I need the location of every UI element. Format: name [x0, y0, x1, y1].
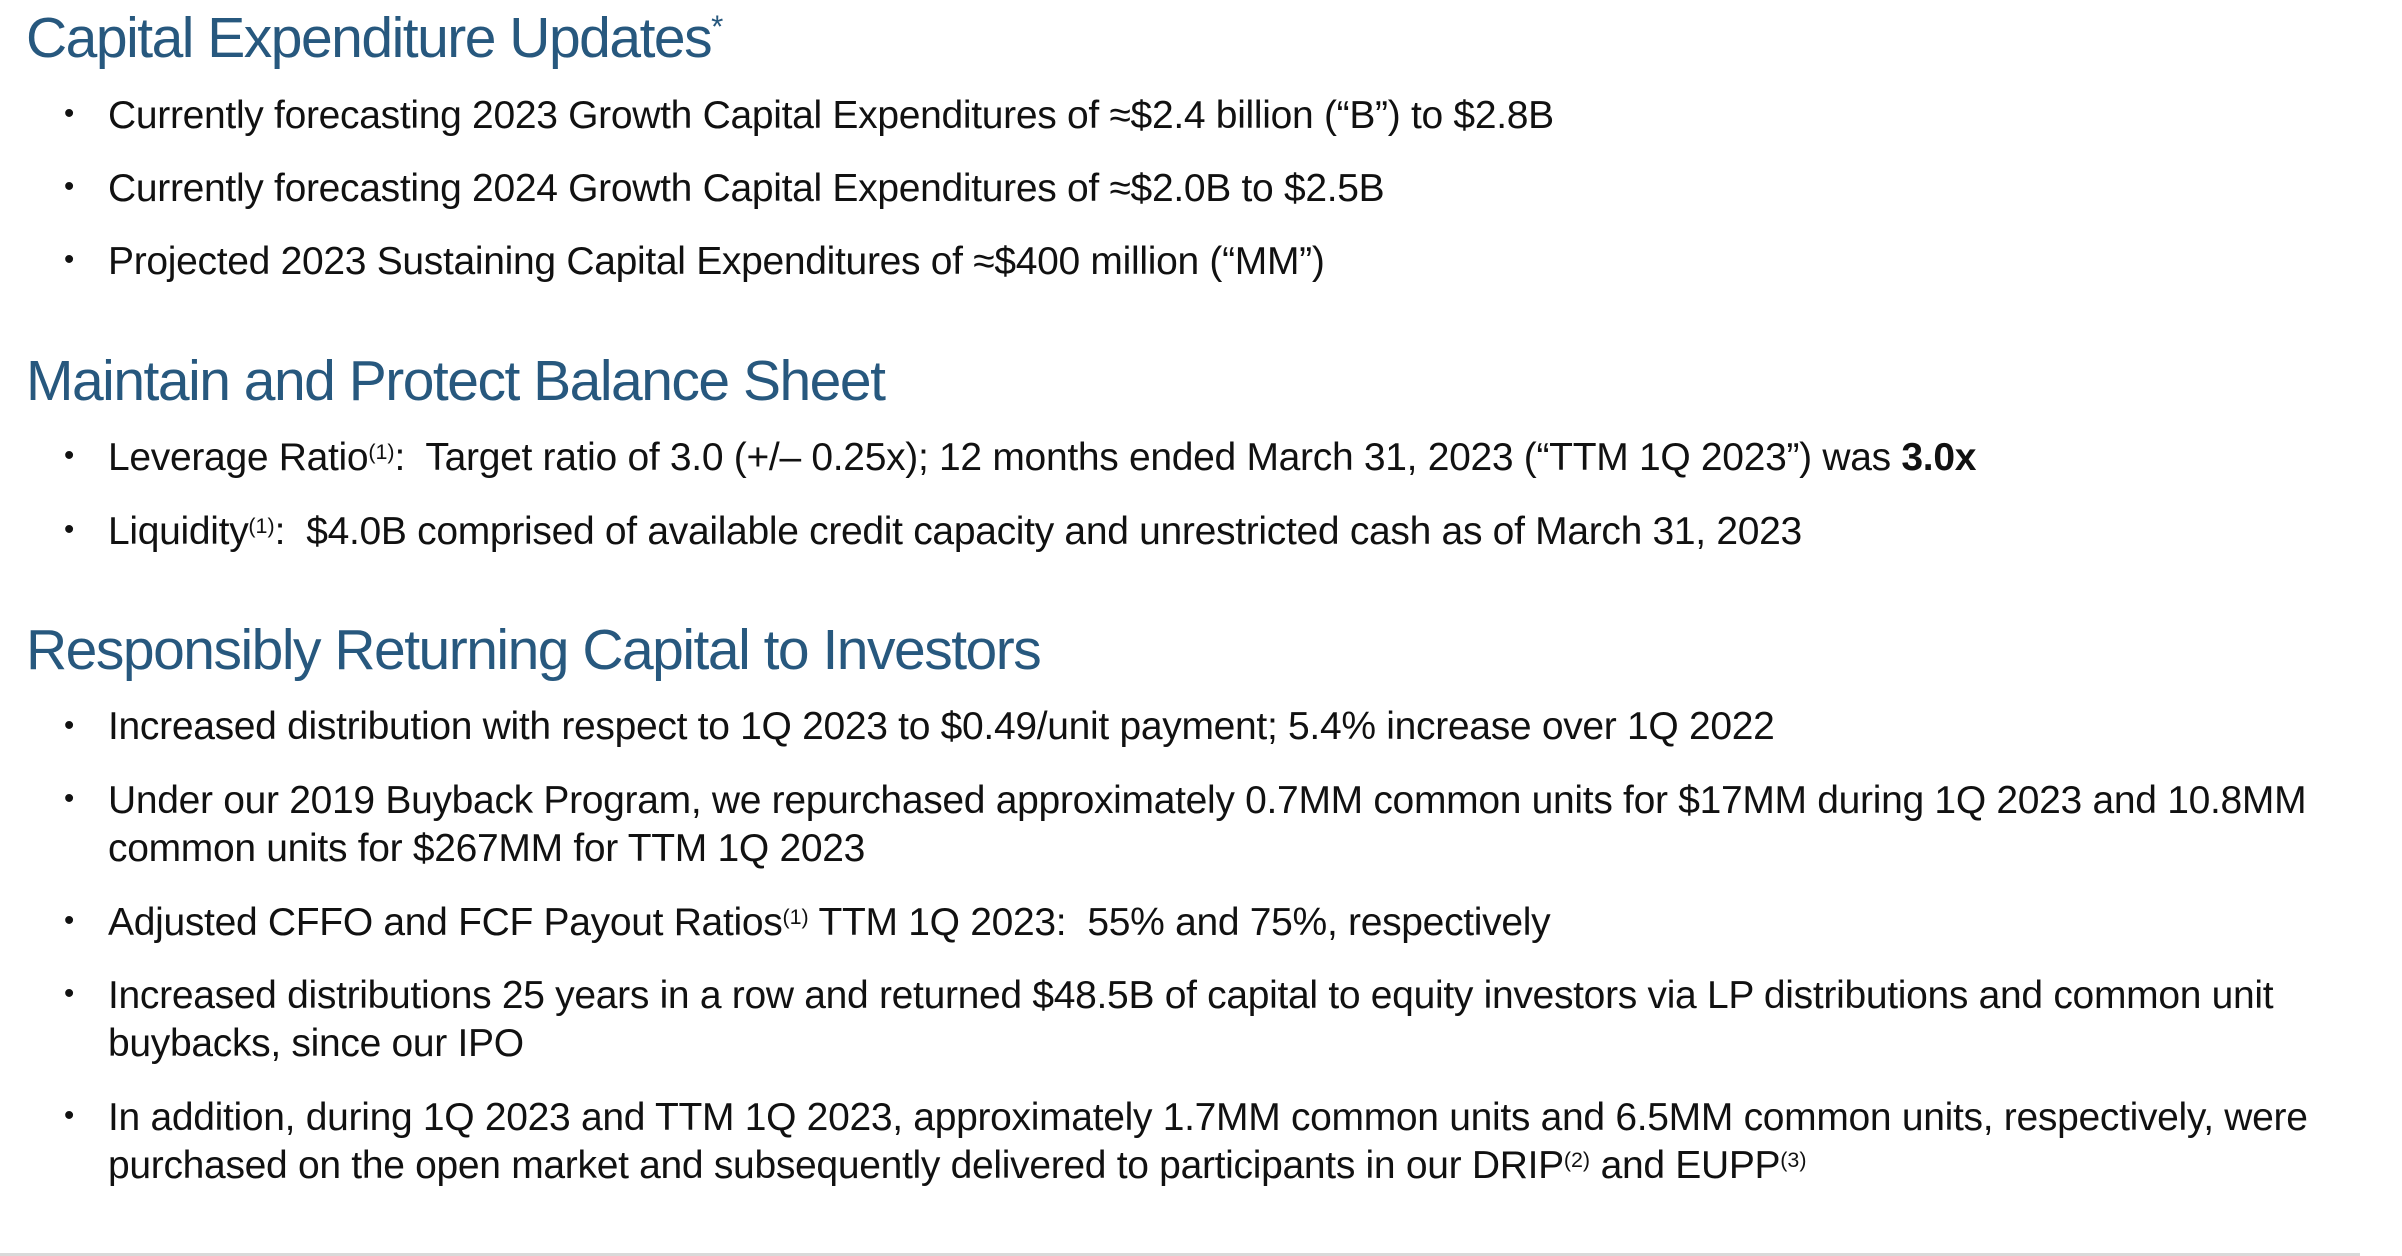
bullet-item-buyback-program: Under our 2019 Buyback Program, we repur… — [58, 777, 2390, 874]
bullet-text: Increased distributions 25 years in a ro… — [108, 973, 2284, 1066]
section-returning-capital: Responsibly Returning Capital to Investo… — [26, 618, 2390, 1190]
bullet-text: : Target ratio of 3.0 (+/– 0.25x); 12 mo… — [394, 436, 1902, 480]
bullet-text: and EUPP — [1590, 1143, 1781, 1187]
section-heading-text: Maintain and Protect Balance Sheet — [26, 348, 886, 413]
section-heading: Capital Expenditure Updates* — [26, 6, 2390, 72]
footnote-marker-3: (3) — [1780, 1147, 1807, 1172]
bullet-item-liquidity: Liquidity(1): $4.0B comprised of availab… — [58, 508, 2390, 556]
bullet-item-capex-2024-growth: Currently forecasting 2024 Growth Capita… — [58, 165, 2390, 213]
bullet-text: TTM 1Q 2023: 55% and 75%, respectively — [808, 900, 1551, 944]
section-balance-sheet: Maintain and Protect Balance Sheet Lever… — [26, 349, 2390, 556]
section-heading-text: Capital Expenditure Updates — [26, 6, 713, 70]
bullet-list: Currently forecasting 2023 Growth Capita… — [26, 92, 2390, 287]
bullet-text: Liquidity — [108, 509, 249, 553]
section-heading-text: Responsibly Returning Capital to Investo… — [26, 617, 1042, 682]
bullet-item-leverage-ratio: Leverage Ratio(1): Target ratio of 3.0 (… — [58, 434, 2390, 482]
bullet-item-increased-distribution: Increased distribution with respect to 1… — [58, 703, 2390, 751]
section-heading: Maintain and Protect Balance Sheet — [26, 349, 2390, 415]
footnote-marker-1: (1) — [782, 904, 809, 929]
bullet-list: Increased distribution with respect to 1… — [26, 703, 2390, 1190]
bullet-item-capex-2023-growth: Currently forecasting 2023 Growth Capita… — [58, 92, 2390, 140]
bullet-text: Currently forecasting 2024 Growth Capita… — [108, 166, 1385, 210]
footnote-marker-1: (1) — [248, 513, 275, 538]
footnote-marker-2: (2) — [1563, 1147, 1591, 1172]
bullet-item-capex-2023-sustaining: Projected 2023 Sustaining Capital Expend… — [58, 238, 2390, 286]
bullet-item-distributions-25-years: Increased distributions 25 years in a ro… — [58, 972, 2390, 1069]
bottom-divider — [0, 1253, 2360, 1256]
bullet-text: Under our 2019 Buyback Program, we repur… — [108, 778, 2317, 871]
bullet-text: Projected 2023 Sustaining Capital Expend… — [108, 240, 1325, 284]
bullet-text: In addition, during 1Q 2023 and TTM 1Q 2… — [108, 1095, 2319, 1187]
section-capital-expenditure-updates: Capital Expenditure Updates* Currently f… — [26, 6, 2390, 287]
footnote-marker-asterisk: * — [711, 9, 724, 45]
bullet-item-drip-eupp: In addition, during 1Q 2023 and TTM 1Q 2… — [58, 1094, 2390, 1191]
bullet-text: Leverage Ratio — [108, 436, 369, 480]
section-heading: Responsibly Returning Capital to Investo… — [26, 618, 2390, 684]
bullet-text: Increased distribution with respect to 1… — [108, 705, 1775, 749]
bullet-item-payout-ratios: Adjusted CFFO and FCF Payout Ratios(1) T… — [58, 899, 2390, 947]
bullet-text: : $4.0B comprised of available credit ca… — [274, 509, 1803, 553]
bullet-text: Adjusted CFFO and FCF Payout Ratios — [108, 900, 783, 944]
bullet-list: Leverage Ratio(1): Target ratio of 3.0 (… — [26, 434, 2390, 556]
bullet-text: Currently forecasting 2023 Growth Capita… — [108, 93, 1554, 137]
footnote-marker-1: (1) — [368, 440, 395, 465]
bullet-text-bold: 3.0x — [1901, 436, 1977, 480]
